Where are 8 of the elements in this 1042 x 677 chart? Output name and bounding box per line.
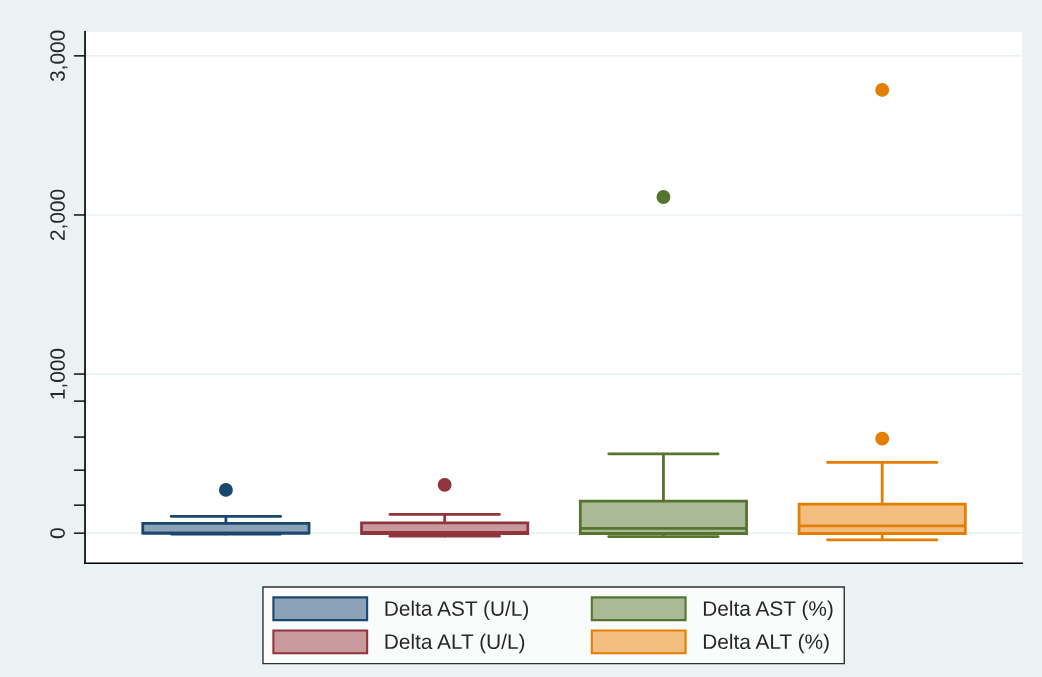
legend-label: Delta AST (%)	[703, 600, 833, 621]
y-tick-label: 1,000	[50, 348, 68, 399]
y-tick-label: 2,000	[50, 189, 68, 240]
legend-label: Delta ALT (U/L)	[385, 633, 525, 654]
legend-label: Delta ALT (%)	[703, 633, 829, 654]
y-tick-label: 0	[50, 528, 65, 539]
legend-label: Delta AST (U/L)	[385, 600, 529, 621]
y-tick-label: 3,000	[50, 30, 68, 82]
